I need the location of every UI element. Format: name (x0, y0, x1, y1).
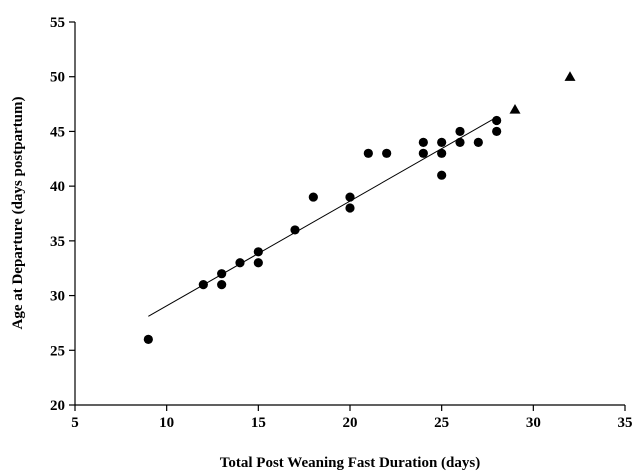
ticks (69, 21, 626, 411)
x-tick-label: 10 (159, 415, 174, 431)
circle-point (345, 203, 355, 213)
y-tick-label: 35 (50, 234, 65, 250)
circle-point (363, 148, 373, 158)
circle-point (217, 280, 227, 290)
triangle-point (564, 71, 576, 81)
axes (74, 22, 625, 406)
y-axis-title: Age at Departure (days postpartum) (10, 96, 26, 329)
y-tick-label: 55 (50, 15, 65, 31)
x-tick-label: 25 (434, 415, 449, 431)
y-tick-label: 25 (50, 343, 65, 359)
circle-point (437, 170, 447, 180)
circle-point (492, 115, 502, 126)
circle-point (143, 334, 153, 344)
triangle-point (509, 104, 521, 114)
y-tick-label: 30 (50, 289, 65, 305)
circle-point (345, 192, 355, 202)
x-tick-label: 15 (251, 415, 266, 431)
tick-labels: 5 10 15 20 25 30 35 20 25 30 35 40 45 50 55 (50, 15, 633, 431)
circle-point (382, 148, 392, 158)
circle-point (308, 192, 318, 202)
y-tick-label: 50 (50, 70, 65, 86)
x-axis-title: Total Post Weaning Fast Duration (days) (220, 455, 480, 471)
circle-point (492, 126, 502, 137)
circle-point (198, 280, 208, 290)
circle-point (253, 247, 263, 257)
circle-point (455, 137, 465, 147)
circle-point (418, 148, 428, 158)
x-tick-label: 5 (71, 415, 79, 431)
data-points (143, 71, 576, 344)
circle-point (235, 258, 245, 268)
circle-point (253, 258, 263, 268)
circle-point (418, 137, 428, 147)
circle-point (437, 137, 447, 147)
x-tick-label: 35 (618, 415, 633, 431)
circle-point (455, 126, 465, 137)
x-tick-label: 20 (343, 415, 358, 431)
circle-point (473, 137, 483, 147)
x-tick-label: 30 (526, 415, 541, 431)
y-tick-label: 40 (50, 179, 65, 195)
circle-point (437, 148, 447, 158)
circle-point (217, 269, 227, 279)
circle-point (290, 225, 300, 235)
y-tick-label: 45 (50, 124, 65, 140)
y-tick-label: 20 (50, 398, 65, 414)
